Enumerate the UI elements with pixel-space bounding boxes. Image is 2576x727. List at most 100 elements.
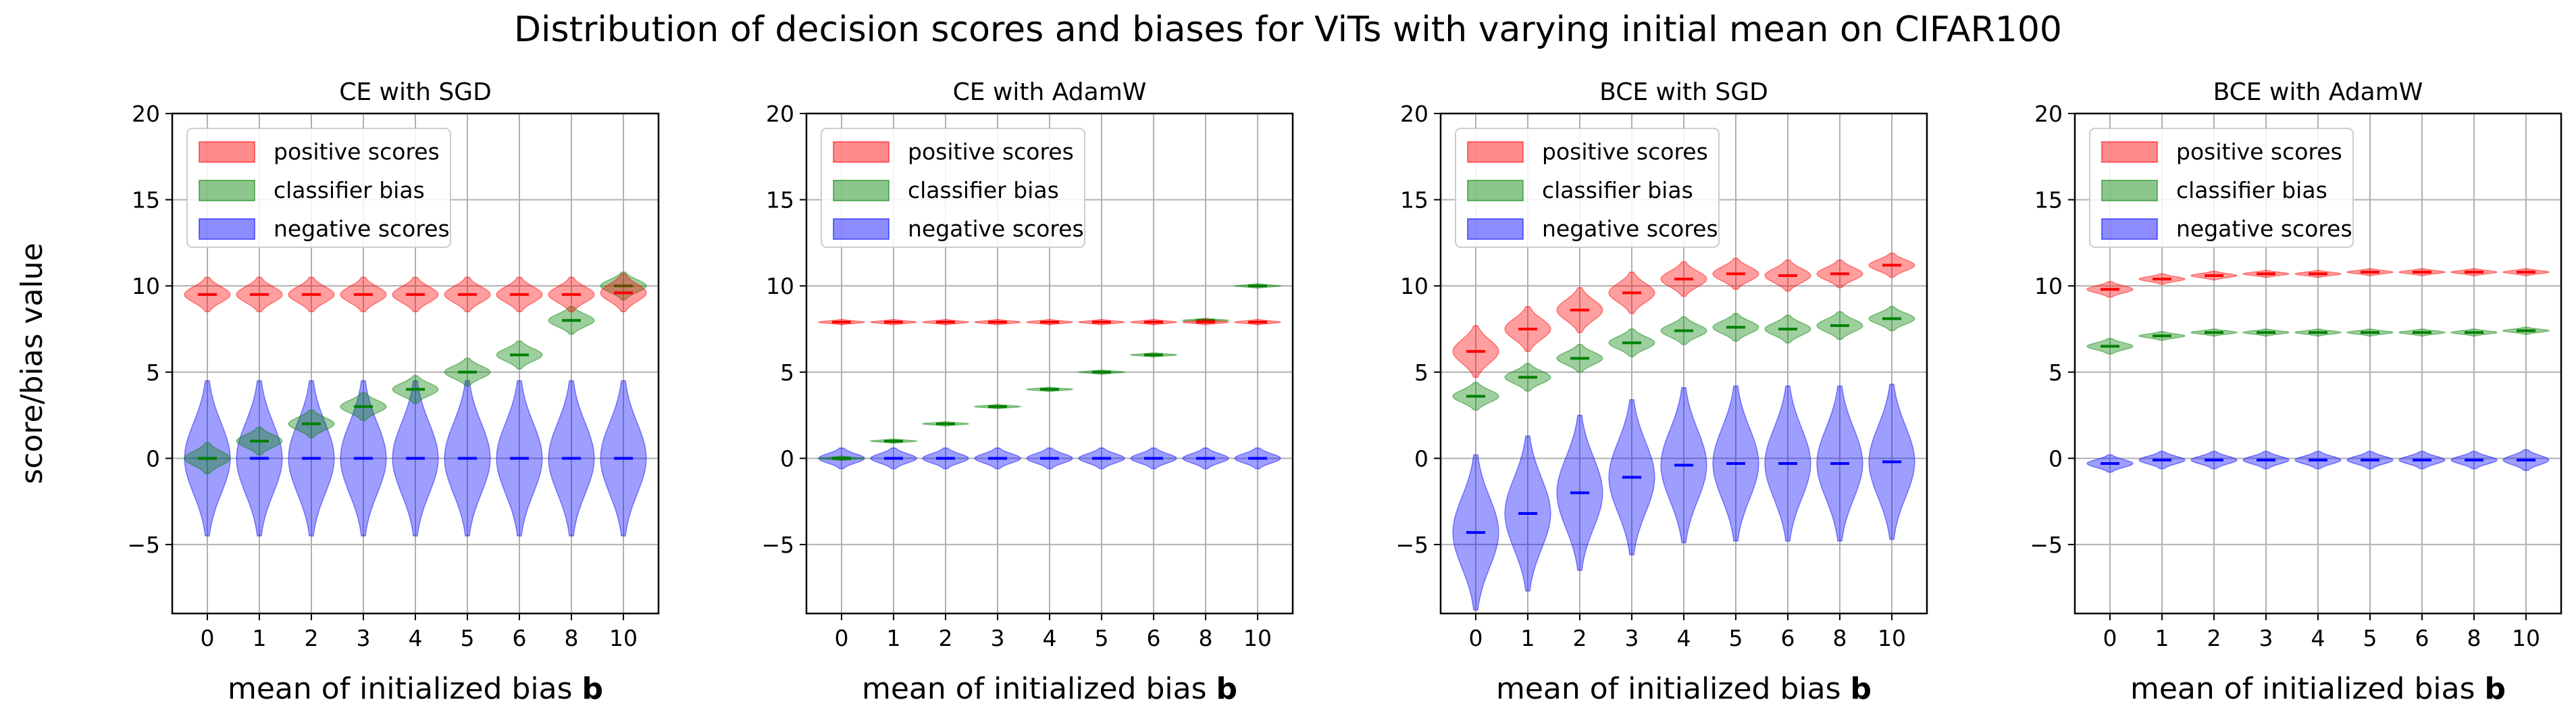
p3-y-tick-label: −5	[1395, 532, 1428, 558]
p2-x-tick-label: 3	[990, 625, 1004, 651]
p3-y-tick-label: 10	[1400, 273, 1428, 299]
p2-y-tick-label: 10	[766, 273, 794, 299]
p1-x-tick-label: 5	[461, 625, 475, 651]
p3-y-tick-label: 15	[1400, 187, 1428, 214]
p1-x-label: mean of initialized bias b	[228, 672, 603, 706]
p1-y-tick-label: −5	[127, 532, 160, 558]
subplot-3: BCE with SGD −5 0 5 10 15 20 0 1 2 3 4 5 6 8 10 positive…	[1395, 78, 1928, 706]
p2-legend-swatch	[833, 180, 890, 201]
p3-legend-swatch	[1467, 218, 1524, 240]
p1-legend-swatch	[199, 180, 255, 201]
p1-legend-label: positive scores	[274, 139, 440, 165]
p4-y-tick-label: 20	[2034, 101, 2063, 127]
p1-axes-frame	[171, 112, 660, 615]
p4-x-tick-label: 8	[2467, 625, 2481, 651]
p3-y-tick-label: 0	[1414, 445, 1428, 472]
p3-axes-frame	[1439, 112, 1928, 615]
p1-y-tick-label: 15	[132, 187, 160, 214]
p4-legend-label: positive scores	[2176, 139, 2342, 165]
p3-legend-swatch	[1467, 180, 1524, 201]
p1-legend-label: negative scores	[274, 216, 450, 242]
p2-x-tick-label: 1	[886, 625, 900, 651]
p4-x-label-text: mean of initialized bias	[2130, 672, 2485, 706]
p4-x-tick-label: 3	[2259, 625, 2273, 651]
p2-x-label: mean of initialized bias b	[862, 672, 1237, 706]
p2-x-label-text: mean of initialized bias	[862, 672, 1216, 706]
p2-axes-frame	[805, 112, 1294, 615]
p1-legend: positive scores classifier bias negative s…	[186, 128, 451, 248]
p4-legend-frame	[2089, 128, 2354, 248]
p1-x-tick-label: 0	[200, 625, 214, 651]
p2-x-tick-label: 6	[1147, 625, 1161, 651]
p4-legend-swatch	[2101, 180, 2158, 201]
p2-x-tick-label: 0	[834, 625, 848, 651]
p3-x-tick-label: 2	[1572, 625, 1587, 651]
p3-title: BCE with SGD	[1599, 78, 1768, 106]
p2-legend-label: positive scores	[908, 139, 1074, 165]
p3-y-tick-label: 20	[1400, 101, 1428, 127]
p4-x-label: mean of initialized bias b	[2130, 672, 2506, 706]
p3-x-label: mean of initialized bias b	[1496, 672, 1872, 706]
p3-legend: positive scores classifier bias negative s…	[1455, 128, 1720, 248]
subplot-1: CE with SGD −5 0 5 10 15 20 0 1 2 3 4 5 6 8 10 positive …	[15, 78, 660, 706]
p1-y-tick-label: 10	[132, 273, 160, 299]
p4-x-tick-label: 2	[2207, 625, 2221, 651]
p4-axes-frame	[2073, 112, 2562, 615]
p4-legend-label: negative scores	[2176, 216, 2352, 242]
p4-y-tick-label: 10	[2034, 273, 2063, 299]
p4-legend-label: classifier bias	[2176, 177, 2327, 203]
p1-legend-frame	[186, 128, 451, 248]
p2-y-tick-label: 20	[766, 101, 794, 127]
p4-x-tick-label: 6	[2415, 625, 2429, 651]
p1-x-tick-label: 4	[409, 625, 423, 651]
p2-x-tick-label: 4	[1043, 625, 1057, 651]
p1-x-tick-label: 6	[513, 625, 527, 651]
p1-x-tick-label: 2	[304, 625, 318, 651]
figure-title: Distribution of decision scores and bias…	[514, 9, 2062, 50]
p2-legend-swatch	[833, 218, 890, 240]
p3-legend-label: classifier bias	[1542, 177, 1693, 203]
p4-x-tick-label: 0	[2103, 625, 2117, 651]
p1-y-tick-label: 20	[132, 101, 160, 127]
p1-x-tick-label: 3	[356, 625, 370, 651]
p1-x-tick-label: 1	[252, 625, 266, 651]
p4-title: BCE with AdamW	[2213, 78, 2423, 106]
p1-x-tick-label: 10	[609, 625, 638, 651]
subplot-4: BCE with AdamW −5 0 5 10 15 20 0 1 2 3 4 5 6 8 10 positi…	[2030, 78, 2562, 706]
p4-legend-swatch	[2101, 141, 2158, 163]
p3-x-tick-label: 8	[1833, 625, 1847, 651]
p3-x-tick-label: 5	[1729, 625, 1743, 651]
p4-y-tick-label: −5	[2030, 532, 2063, 558]
p2-y-tick-label: 5	[780, 359, 794, 386]
p4-x-tick-label: 1	[2155, 625, 2169, 651]
p3-x-tick-label: 6	[1781, 625, 1795, 651]
subplot-2: CE with AdamW −5 0 5 10 15 20 0 1 2 3 4 5 6 8 10 positiv…	[761, 78, 1294, 706]
p1-y-tick-label: 5	[146, 359, 160, 386]
p2-x-tick-label: 10	[1243, 625, 1272, 651]
p2-title: CE with AdamW	[953, 78, 1147, 106]
p3-x-label-text: mean of initialized bias	[1496, 672, 1851, 706]
p2-legend-label: classifier bias	[908, 177, 1059, 203]
p2-x-tick-label: 8	[1199, 625, 1213, 651]
p4-x-tick-label: 5	[2363, 625, 2377, 651]
p1-x-tick-label: 8	[565, 625, 579, 651]
p2-legend-label: negative scores	[908, 216, 1084, 242]
p2-x-tick-label: 2	[938, 625, 952, 651]
p4-x-tick-label: 4	[2311, 625, 2325, 651]
p3-legend-swatch	[1467, 141, 1524, 163]
p3-x-tick-label: 1	[1520, 625, 1535, 651]
p3-y-tick-label: 5	[1414, 359, 1428, 386]
p2-x-tick-label: 5	[1095, 625, 1109, 651]
p2-y-tick-label: −5	[761, 532, 794, 558]
p4-x-tick-label: 10	[2512, 625, 2540, 651]
p1-y-label: score/bias value	[15, 243, 49, 484]
p3-legend-label: positive scores	[1542, 139, 1708, 165]
p4-y-tick-label: 15	[2034, 187, 2063, 214]
p3-x-tick-label: 10	[1878, 625, 1906, 651]
p2-legend-frame	[821, 128, 1085, 248]
p1-x-label-bold: b	[582, 672, 604, 706]
p1-legend-label: classifier bias	[274, 177, 425, 203]
p2-y-tick-label: 0	[780, 445, 794, 472]
